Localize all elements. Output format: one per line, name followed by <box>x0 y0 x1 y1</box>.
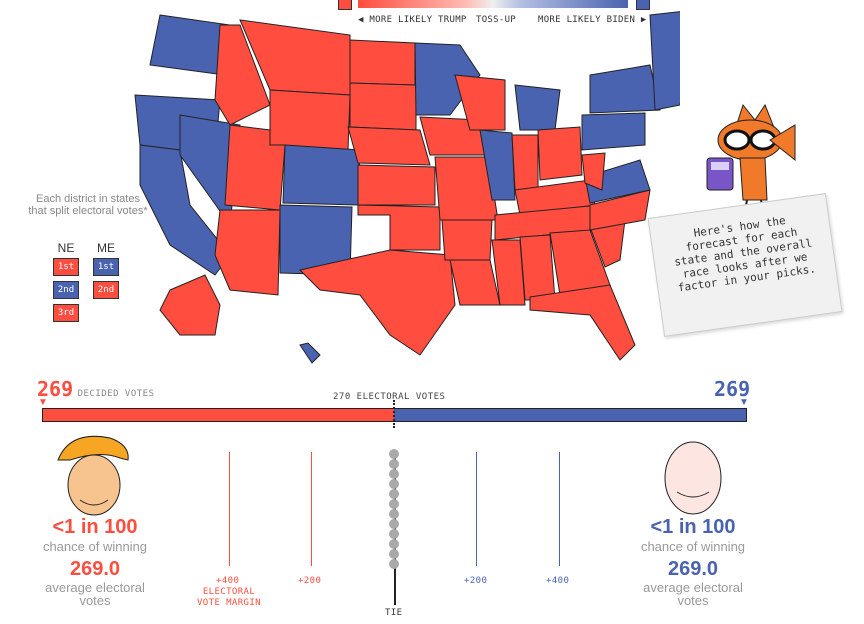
decided-votes-label: DECIDED VOTES <box>77 389 155 399</box>
state-louisiana <box>449 259 501 306</box>
trump-400-line <box>229 452 230 566</box>
state-florida <box>529 284 636 361</box>
state-south-dakota <box>349 82 417 131</box>
likelihood-legend: ◀ MORE LIKELY TRUMP TOSS-UP MORE LIKELY … <box>336 0 652 34</box>
margin-axis-label: ELECTORAL VOTE MARGIN <box>196 587 261 608</box>
trump-decided-votes: 269 DECIDED VOTES <box>37 377 155 401</box>
state-wisconsin <box>454 74 506 131</box>
trump-bar-segment <box>43 409 394 421</box>
threshold-label: 270 ELECTORAL VOTES <box>333 392 446 402</box>
trump-stats: <1 in 100 chance of winning 269.0 averag… <box>30 516 160 607</box>
trump-marker-icon: ▼ <box>38 397 48 408</box>
state-alabama <box>519 234 556 301</box>
state-michigan <box>514 84 561 131</box>
biden-swatch <box>636 0 650 10</box>
fox-mascot-icon <box>706 103 796 213</box>
tie-label: TIE <box>385 608 403 618</box>
biden-400-label: +400 <box>546 576 570 586</box>
state-nebraska <box>347 126 431 166</box>
ne-district-2[interactable]: 2nd <box>53 281 79 299</box>
biden-avg-ev: 269.0 <box>667 558 719 580</box>
legend-trump-label: ◀ MORE LIKELY TRUMP <box>358 15 467 25</box>
forecast-note: Here's how the forecast for each state a… <box>647 193 843 337</box>
trump-chance: <1 in 100 <box>52 516 138 538</box>
biden-bar-segment <box>394 409 746 421</box>
trump-decided-count: 269 <box>37 377 74 401</box>
biden-marker-icon: ▼ <box>739 397 749 408</box>
state-hawaii <box>299 342 321 364</box>
state-texas <box>299 249 456 356</box>
nebraska-districts: NE 1st 2nd 3rd <box>52 241 80 327</box>
state-ohio <box>537 126 583 181</box>
biden-200-line <box>476 452 477 566</box>
state-arkansas <box>441 219 493 261</box>
state-new-york <box>589 64 661 114</box>
ne-label: NE <box>57 241 75 255</box>
state-arizona <box>214 209 281 296</box>
legend-tossup-label: TOSS-UP <box>476 15 517 25</box>
trump-avg-ev: 269.0 <box>69 558 121 580</box>
legend-biden-label: MORE LIKELY BIDEN ▶ <box>538 15 647 25</box>
biden-decided-count: 269 <box>714 377 751 401</box>
state-alaska <box>159 274 221 336</box>
state-pennsylvania <box>581 112 646 151</box>
trump-swatch <box>338 0 352 10</box>
biden-portrait-icon <box>664 441 722 515</box>
state-oklahoma <box>357 204 441 251</box>
state-mississippi <box>491 239 526 306</box>
state-wyoming <box>269 89 351 151</box>
me-district-1[interactable]: 1st <box>93 258 119 276</box>
likelihood-gradient <box>358 0 628 8</box>
state-virginia <box>584 159 651 204</box>
state-idaho <box>214 24 271 126</box>
state-illinois <box>479 129 516 201</box>
trump-400-label: +400 <box>216 576 240 586</box>
me-district-2[interactable]: 2nd <box>93 281 119 299</box>
trump-200-line <box>311 452 312 566</box>
biden-ev-label: average electoral votes <box>643 580 743 608</box>
threshold-line <box>393 400 395 428</box>
trump-ev-label: average electoral votes <box>45 580 145 608</box>
ne-district-1[interactable]: 1st <box>53 258 79 276</box>
state-new-england <box>649 11 680 111</box>
biden-400-line <box>559 452 560 566</box>
ne-district-3[interactable]: 3rd <box>53 304 79 322</box>
state-west-virginia <box>581 152 606 191</box>
districts-title: Each district in states that split elect… <box>28 193 148 217</box>
state-colorado <box>282 144 361 206</box>
biden-chance: <1 in 100 <box>650 516 736 538</box>
maine-districts: ME 1st 2nd <box>92 241 120 304</box>
state-indiana <box>511 134 539 191</box>
trump-200-label: +200 <box>298 576 322 586</box>
split-districts-legend: Each district in states that split elect… <box>28 193 148 322</box>
tie-outcome-dots <box>389 449 399 569</box>
us-map[interactable] <box>120 5 680 370</box>
me-label: ME <box>97 241 115 255</box>
state-north-dakota <box>349 39 416 86</box>
state-north-carolina <box>589 189 651 231</box>
trump-chance-label: chance of winning <box>42 539 148 554</box>
biden-chance-label: chance of winning <box>640 539 746 554</box>
biden-200-label: +200 <box>464 576 488 586</box>
biden-stats: <1 in 100 chance of winning 269.0 averag… <box>628 516 758 607</box>
trump-portrait-icon <box>57 435 129 516</box>
state-kansas <box>357 164 436 206</box>
